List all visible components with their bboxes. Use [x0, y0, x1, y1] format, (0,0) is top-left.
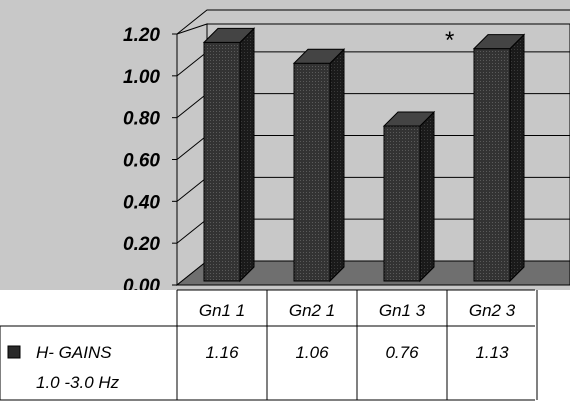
bar-front: [203, 41, 241, 282]
bar: [472, 33, 526, 283]
bar: [382, 110, 436, 283]
bar-side: [509, 33, 525, 283]
side-wall: [176, 23, 208, 287]
bar-side: [329, 48, 345, 283]
category-label: Gn2 3: [469, 301, 516, 320]
y-tick-label: 1.00: [123, 67, 160, 88]
y-tick-label: 0.20: [123, 234, 160, 255]
bar-side: [239, 27, 255, 283]
y-tick-label: 0.60: [123, 151, 160, 172]
legend-key: [7, 345, 21, 359]
data-label: 0.76: [385, 343, 419, 362]
y-tick-label: 0.80: [123, 109, 160, 130]
gridline: [176, 9, 570, 35]
y-tick-label: 0.40: [123, 192, 160, 213]
data-label: 1.13: [475, 343, 509, 362]
table-background: [0, 290, 570, 401]
bar: [202, 27, 256, 283]
bar-front: [383, 125, 421, 282]
bar-top: [382, 111, 436, 127]
floor: [175, 260, 570, 286]
bar-front: [293, 62, 331, 282]
legend-label-line2: 1.0 -3.0 Hz: [36, 373, 120, 392]
y-tick-label: 1.20: [123, 25, 160, 46]
category-label: Gn2 1: [289, 301, 335, 320]
bar-top: [202, 27, 256, 43]
category-label: Gn1 1: [199, 301, 245, 320]
bar: [292, 48, 346, 283]
category-label: Gn1 3: [379, 301, 426, 320]
data-label: 1.06: [295, 343, 329, 362]
data-label: 1.16: [205, 343, 239, 362]
legend-label: H- GAINS: [36, 343, 112, 362]
bar-side: [419, 110, 435, 283]
bar-top: [292, 48, 346, 64]
bar-top: [472, 34, 526, 50]
annotation-star: *: [445, 27, 454, 54]
bar-front: [473, 48, 511, 282]
